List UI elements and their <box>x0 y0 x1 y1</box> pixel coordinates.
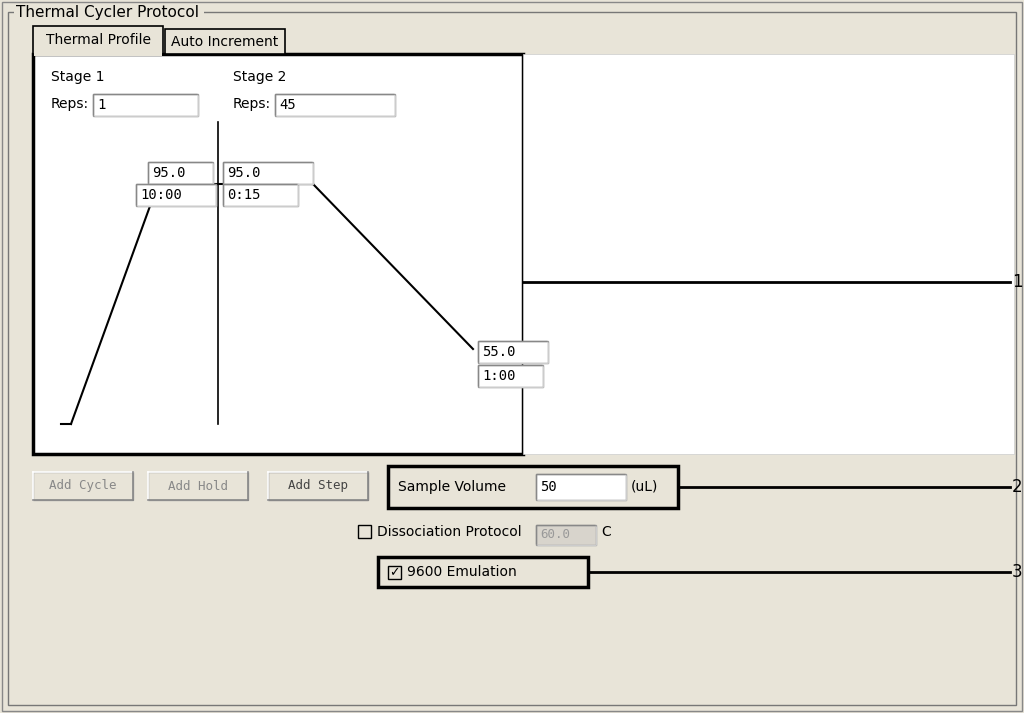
Text: 50: 50 <box>540 480 557 494</box>
Bar <box>388 565 401 578</box>
Text: 0:15: 0:15 <box>227 188 260 202</box>
Bar <box>268 472 368 500</box>
Text: Thermal Cycler Protocol: Thermal Cycler Protocol <box>16 4 199 19</box>
Bar <box>478 341 548 363</box>
Text: 55.0: 55.0 <box>482 345 515 359</box>
Text: ✓: ✓ <box>389 567 399 580</box>
Text: Add Step: Add Step <box>288 480 348 493</box>
Bar <box>223 162 313 184</box>
Text: 1: 1 <box>97 98 105 112</box>
Text: Add Hold: Add Hold <box>168 480 228 493</box>
Text: C: C <box>601 525 610 539</box>
Text: Stage 2: Stage 2 <box>233 70 287 84</box>
Bar <box>136 184 216 206</box>
Bar <box>536 525 596 545</box>
Text: Dissociation Protocol: Dissociation Protocol <box>377 525 521 539</box>
Bar <box>536 474 626 500</box>
Text: (uL): (uL) <box>631 480 658 494</box>
Bar <box>14 4 204 20</box>
Bar <box>478 365 543 387</box>
Bar <box>34 53 162 56</box>
Text: Reps:: Reps: <box>233 97 271 111</box>
Bar <box>148 162 213 184</box>
Text: 3: 3 <box>1012 563 1023 581</box>
Text: Auto Increment: Auto Increment <box>171 35 279 49</box>
Text: 1: 1 <box>1012 273 1023 291</box>
Text: 9600 Emulation: 9600 Emulation <box>407 565 517 579</box>
Text: Thermal Profile: Thermal Profile <box>45 33 151 47</box>
Bar <box>358 525 371 538</box>
Bar <box>275 94 395 116</box>
Bar <box>33 472 133 500</box>
Bar <box>388 466 678 508</box>
Text: 60.0: 60.0 <box>540 528 570 541</box>
Bar <box>378 557 588 587</box>
Text: 95.0: 95.0 <box>227 166 260 180</box>
Text: Reps:: Reps: <box>51 97 89 111</box>
Bar <box>33 54 523 454</box>
Bar <box>33 26 163 54</box>
Text: 10:00: 10:00 <box>140 188 182 202</box>
Text: 1:00: 1:00 <box>482 369 515 383</box>
Text: 95.0: 95.0 <box>152 166 185 180</box>
Text: Stage 1: Stage 1 <box>51 70 104 84</box>
Bar <box>523 54 1014 454</box>
Text: Add Cycle: Add Cycle <box>49 480 117 493</box>
Bar <box>148 472 248 500</box>
Bar <box>165 29 285 54</box>
Text: 45: 45 <box>279 98 296 112</box>
Text: Sample Volume: Sample Volume <box>398 480 506 494</box>
Bar <box>93 94 198 116</box>
Bar <box>223 184 298 206</box>
Text: 2: 2 <box>1012 478 1023 496</box>
